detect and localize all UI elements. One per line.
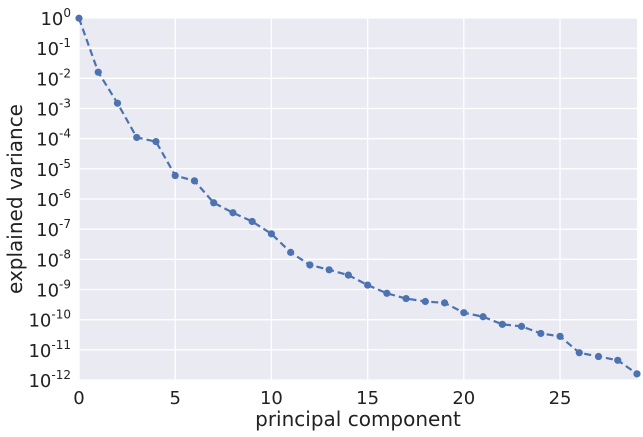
y-tick-label: 10-9 [36,278,71,302]
data-point [229,209,237,217]
y-tick-label: 10-5 [36,157,71,181]
x-tick-label: 0 [73,388,84,409]
data-point [479,313,487,321]
y-tick-label: 10-12 [28,368,71,392]
y-tick-label: 10-2 [36,66,71,90]
data-point [614,356,622,364]
x-tick-label: 15 [356,388,379,409]
data-point [633,370,641,378]
data-point [171,171,179,180]
data-point [133,133,141,142]
x-tick-labels: 0 5 10 15 20 25 [73,388,571,409]
y-tick-label: 10-8 [36,247,71,271]
x-tick-label: 5 [169,388,180,409]
y-tick-label: 100 [40,6,71,30]
y-tick-label: 10-10 [28,308,71,332]
data-point [498,320,506,328]
data-point [460,309,468,317]
y-axis-label: explained variance [3,104,27,294]
y-tick-labels: 100 10-1 10-2 10-3 10-4 10-5 10-6 10-7 10-8 10-9 1… [28,6,71,392]
data-point [267,230,276,238]
data-point [306,261,314,269]
data-point [113,99,122,107]
y-tick-label: 10-7 [36,217,71,241]
data-point [383,289,391,297]
data-point [75,14,83,22]
x-tick-label: 25 [549,388,572,409]
data-point [556,332,564,340]
x-axis-label: principal component [255,407,461,431]
y-tick-label: 10-3 [36,97,71,121]
y-tick-label: 10-11 [28,338,71,362]
data-point [210,199,218,207]
data-point [94,68,102,76]
x-tick-label: 10 [260,388,283,409]
data-point [152,137,160,146]
data-point [287,248,295,256]
data-point [517,322,526,330]
data-point [248,217,256,226]
grid-lines [78,17,637,381]
data-point [537,329,545,338]
data-point [594,352,603,361]
data-point [344,271,352,279]
data-point [440,299,449,307]
series-layer [75,14,641,378]
data-point [402,294,410,303]
data-point [364,281,372,289]
y-tick-label: 10-1 [36,36,71,60]
x-tick-label: 20 [452,388,475,409]
data-point [575,349,583,357]
data-point [190,177,199,185]
y-tick-label: 10-6 [36,187,71,211]
data-point [325,266,333,274]
data-point [421,297,429,306]
y-tick-label: 10-4 [36,127,71,151]
